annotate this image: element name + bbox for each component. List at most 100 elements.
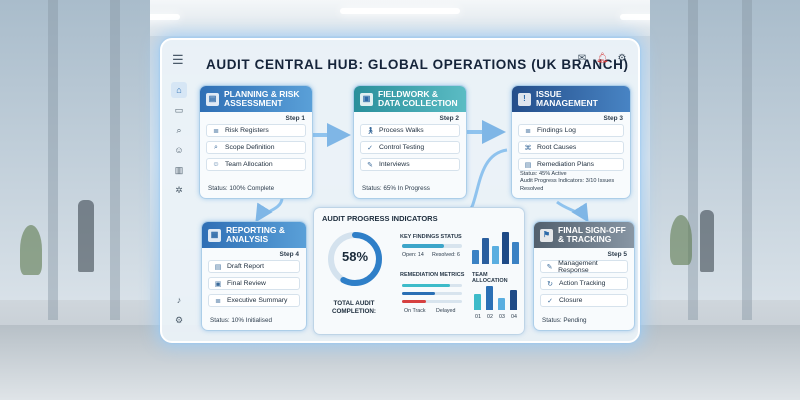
clipboard-icon: ▣: [360, 92, 373, 106]
window-column: [48, 0, 58, 320]
connector-arrow: [556, 200, 589, 223]
gauge-arc: [328, 232, 382, 286]
chat-icon: ✎: [367, 161, 373, 169]
page-title: Audit Central Hub: Global Operations (UK…: [206, 57, 629, 72]
list-item[interactable]: ≣ Risk Registers: [206, 124, 306, 137]
team-allocation-title: Team Allocation: [472, 272, 508, 284]
list-item[interactable]: ▤ Draft Report: [208, 260, 300, 273]
bar: [482, 238, 489, 264]
team-label: 02: [487, 314, 493, 320]
list-item[interactable]: ✓ Closure: [540, 294, 628, 307]
team-label: 04: [511, 314, 517, 320]
card-header: ▣ Fieldwork & Data Collection: [354, 86, 466, 112]
list-item[interactable]: ≣ Findings Log: [518, 124, 624, 137]
person-silhouette: [78, 200, 94, 272]
list-item[interactable]: ⌘ Root Causes: [518, 141, 624, 154]
step-label: Step 4: [279, 251, 299, 258]
status-text: Status: 65% In Progress: [362, 185, 430, 192]
step-label: Step 5: [607, 251, 627, 258]
key-findings-title: Key Findings Status: [400, 234, 462, 240]
card-issue[interactable]: ! Issue Management Step 3 ≣ Findings Log …: [512, 86, 630, 198]
status-text: Status: 45% Active Audit Progress Indica…: [520, 171, 615, 192]
remediation-bar: [402, 284, 462, 287]
card-header: ▤ Planning & Risk Assessment: [200, 86, 312, 112]
summary-icon: ≣: [215, 297, 221, 305]
gear-icon[interactable]: ⚙: [617, 53, 627, 64]
list-item[interactable]: ✎ Management Response: [540, 260, 628, 274]
document-icon: ▤: [524, 161, 532, 169]
status-text: Status: 10% Initialised: [210, 317, 272, 324]
remediation-bar: [402, 292, 462, 295]
delayed-label: Delayed: [436, 308, 456, 314]
clipboard-icon: ▤: [206, 92, 219, 106]
status-text: Status: 100% Complete: [208, 185, 275, 192]
card-reporting[interactable]: ▦ Reporting & Analysis Step 4 ▤ Draft Rep…: [202, 222, 306, 330]
card-title: Planning & Risk Assessment: [224, 89, 300, 108]
gear-icon[interactable]: ⚙: [174, 314, 184, 325]
open-count: Open: 14: [402, 252, 424, 258]
window-column: [110, 0, 120, 320]
list-item[interactable]: ☺ Team Allocation: [206, 158, 306, 171]
connector-arrow: [255, 197, 284, 223]
settings-icon[interactable]: ✲: [175, 184, 183, 195]
step-label: Step 3: [603, 115, 623, 122]
search-icon: ⌕: [214, 143, 218, 151]
bar: [512, 242, 519, 264]
progress-indicators: Audit Progress Indicators 58% Total Audi…: [314, 208, 524, 334]
remediation-title: Remediation Metrics: [400, 272, 465, 278]
card-fieldwork[interactable]: ▣ Fieldwork & Data Collection Step 2 🚶︎ P…: [354, 86, 466, 198]
tree-icon: ⌘: [524, 144, 532, 152]
card-planning[interactable]: ▤ Planning & Risk Assessment Step 1 ≣ Ris…: [200, 86, 312, 198]
chart-icon[interactable]: ▥: [174, 164, 184, 175]
list-item[interactable]: ✓ Control Testing: [360, 141, 460, 154]
inbox-icon[interactable]: ▭: [174, 104, 184, 115]
search-icon[interactable]: ⌕: [176, 124, 182, 135]
step-label: Step 2: [439, 115, 459, 122]
card-header: ▦ Reporting & Analysis: [202, 222, 306, 248]
warning-icon: !: [518, 92, 531, 106]
list-item[interactable]: ▤ Remediation Plans: [518, 158, 624, 171]
chat-icon: ✎: [546, 263, 553, 271]
flag-icon: ⚑: [540, 228, 553, 242]
menu-icon[interactable]: ☰: [172, 52, 184, 67]
card-title: Fieldwork & Data Collection: [378, 89, 458, 108]
team-label: 03: [499, 314, 505, 320]
card-header: ! Issue Management: [512, 86, 630, 112]
top-icons: ✉ 🔔︎ ⚙: [576, 53, 628, 64]
card-title: Issue Management: [536, 89, 598, 108]
list-item[interactable]: ▣ Final Review: [208, 277, 300, 290]
team-allocation-bars: [474, 282, 517, 310]
document-icon: ▤: [214, 263, 222, 271]
list-item[interactable]: ↻ Action Tracking: [540, 277, 628, 290]
list-item[interactable]: ✎ Interviews: [360, 158, 460, 171]
check-icon: ✓: [547, 297, 553, 305]
status-text: Status: Pending: [542, 317, 587, 324]
tracking-icon: ↻: [547, 280, 553, 288]
plant: [670, 215, 692, 265]
window-column: [688, 0, 698, 320]
bell-icon[interactable]: 🔔︎: [596, 53, 609, 64]
bar: [492, 246, 499, 264]
card-signoff[interactable]: ⚑ Final Sign-off & Tracking Step 5 ✎ Mana…: [534, 222, 634, 330]
list-item[interactable]: 🚶︎ Process Walks: [360, 124, 460, 137]
list-item[interactable]: ⌕ Scope Definition: [206, 141, 306, 154]
key-findings-bar: [402, 244, 462, 248]
completion-value: 58%: [341, 249, 369, 264]
users-icon: ☺: [212, 161, 220, 168]
users-icon[interactable]: ☺: [174, 145, 184, 155]
bell-icon[interactable]: ♪: [176, 295, 182, 305]
home-icon[interactable]: ⌂: [171, 82, 187, 98]
log-icon: ≣: [525, 127, 531, 135]
plant: [20, 225, 42, 275]
top-bar: ☰ Audit Central Hub: Global Operations (…: [162, 40, 638, 80]
list-item[interactable]: ≣ Executive Summary: [208, 294, 300, 307]
check-icon: ✓: [367, 144, 373, 152]
bar: [510, 290, 517, 310]
mail-icon[interactable]: ✉: [577, 53, 587, 64]
walk-icon: 🚶︎: [366, 127, 375, 135]
bar: [472, 250, 479, 264]
key-findings-fill: [402, 244, 444, 248]
team-label: 01: [475, 314, 481, 320]
window-column: [742, 0, 752, 320]
step-label: Step 1: [285, 115, 305, 122]
